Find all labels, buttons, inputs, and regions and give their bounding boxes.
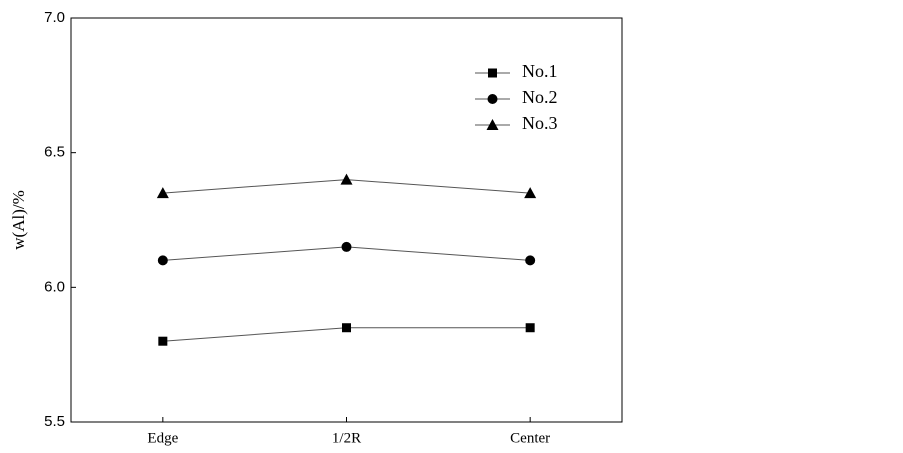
x-tick-label: Edge — [147, 430, 178, 446]
marker — [157, 255, 168, 266]
legend-label: No.2 — [522, 87, 558, 107]
y-tick-label: 6.0 — [44, 278, 65, 295]
y-tick-label: 6.5 — [44, 144, 65, 161]
legend-label: No.1 — [522, 61, 558, 81]
marker — [158, 336, 168, 346]
x-tick-label: 1/2R — [332, 430, 361, 446]
y-tick-label: 5.5 — [44, 413, 65, 430]
y-tick-label: 7.0 — [44, 9, 65, 26]
y-axis-label: w(Al)/% — [9, 190, 28, 249]
legend-marker — [488, 68, 497, 78]
marker — [524, 187, 537, 199]
marker — [525, 255, 536, 266]
marker — [342, 323, 351, 333]
marker — [525, 323, 535, 333]
marker — [341, 241, 352, 252]
legend-marker — [486, 119, 499, 130]
marker — [156, 187, 169, 199]
legend-label: No.3 — [522, 113, 558, 133]
legend-marker — [487, 94, 498, 104]
marker — [340, 173, 353, 185]
x-tick-label: Center — [510, 430, 550, 446]
